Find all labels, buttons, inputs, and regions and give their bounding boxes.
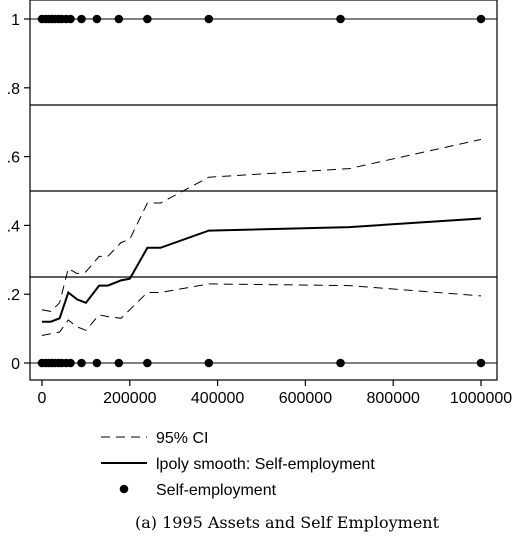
data-point [66,358,75,368]
legend-points-swatch [119,484,129,494]
legend-smooth-label: lpoly smooth: Self-employment [156,456,375,473]
ci-lines [41,138,482,336]
x-axis: 0 200000 400000 600000 800000 1000000 [38,380,512,407]
data-point [114,14,124,24]
y-tick-label: .6 [7,150,20,167]
legend-ci-label: 95% CI [156,430,208,447]
x-tick-label: 1000000 [450,390,512,407]
y-tick-label: .8 [7,81,20,98]
smooth-series-line [42,217,482,323]
x-tick-label: 0 [38,390,47,407]
data-point [92,14,102,24]
data-point [92,358,102,368]
plot-area [29,0,498,381]
figure-caption: (a) 1995 Assets and Self Employment [135,513,440,532]
data-point [204,14,214,24]
data-point [204,358,214,368]
smooth-line [42,217,482,323]
y-tick-label: .2 [7,287,20,304]
data-point [77,14,86,24]
y-axis: 0 .2 .4 .6 .8 1 [7,12,30,373]
data-point [143,14,152,24]
data-point [143,358,152,368]
data-point [476,358,486,368]
ci-upper-line [41,138,482,312]
data-points [37,14,486,368]
ci-lower-line [41,283,482,336]
x-tick-label: 600000 [279,390,332,407]
legend-points-label: Self-employment [156,482,277,499]
x-tick-label: 400000 [191,390,244,407]
data-point [336,14,345,24]
legend: 95% CI lpoly smooth: Self-employment Sel… [101,430,375,499]
reference-lines [30,18,497,364]
y-tick-label: 0 [11,356,20,373]
data-point [66,14,75,24]
data-point [114,358,124,368]
plot-frame [29,0,498,381]
data-point [476,14,486,24]
x-tick-label: 200000 [103,390,156,407]
data-point [336,358,345,368]
x-tick-label: 800000 [367,390,420,407]
y-tick-label: 1 [11,12,20,29]
y-tick-label: .4 [7,218,20,235]
data-point [77,358,86,368]
